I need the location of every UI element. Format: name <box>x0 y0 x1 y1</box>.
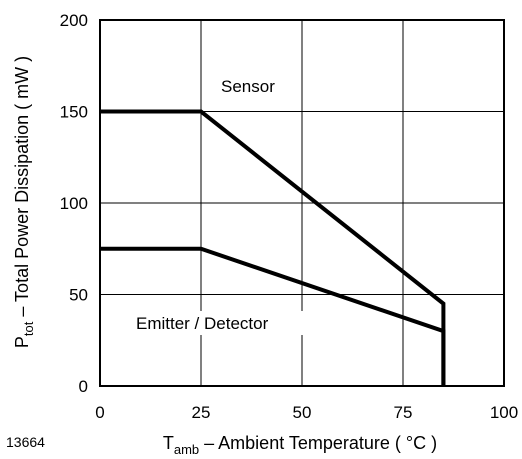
y-tick-label-3: 150 <box>60 103 88 122</box>
series-label-0: Sensor <box>221 77 275 96</box>
plot-frame <box>99 19 505 387</box>
y-axis-label: Ptot – Total Power Dissipation ( mW ) <box>12 56 36 348</box>
series-label-bg-1 <box>132 311 311 335</box>
series-label-1: Emitter / Detector <box>136 314 269 333</box>
series-labels: Sensor Emitter / Detector <box>132 74 311 335</box>
x-tick-label-1: 25 <box>192 403 211 422</box>
figure-number: 13664 <box>6 434 45 450</box>
y-tick-label-0: 0 <box>79 377 88 396</box>
x-tick-label-3: 75 <box>394 403 413 422</box>
series-lines <box>100 109 446 386</box>
x-tick-label-4: 100 <box>490 403 518 422</box>
x-axis-label: Tamb – Ambient Temperature ( °C ) <box>163 433 437 457</box>
series-line-1 <box>100 246 446 386</box>
x-tick-label-0: 0 <box>95 403 104 422</box>
series-label-bg-0 <box>217 74 282 98</box>
y-tick-label-4: 200 <box>60 11 88 30</box>
tick-labels: 0 25 50 75 100 0 50 100 150 200 <box>60 11 519 422</box>
x-tick-label-2: 50 <box>293 403 312 422</box>
y-tick-label-2: 100 <box>60 194 88 213</box>
y-tick-label-1: 50 <box>69 286 88 305</box>
